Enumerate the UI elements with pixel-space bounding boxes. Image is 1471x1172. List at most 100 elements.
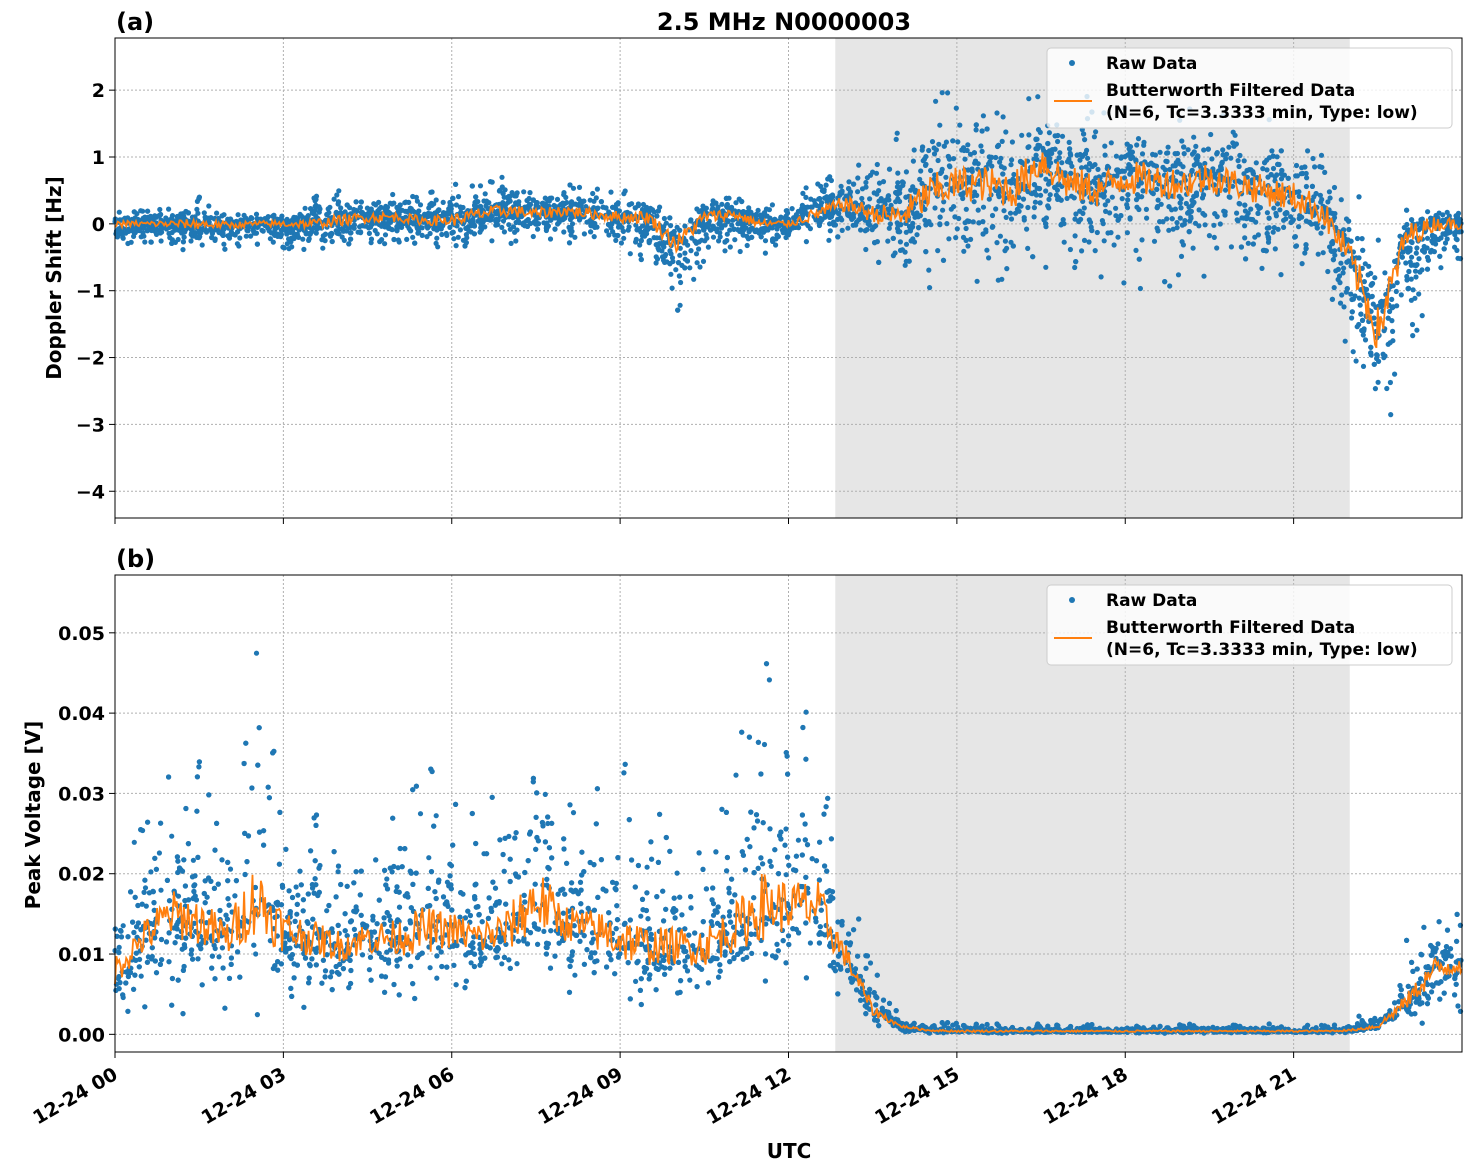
raw-data-point [978,143,984,149]
raw-data-point [879,198,885,204]
raw-data-point [1188,214,1194,220]
raw-data-point [138,234,144,240]
raw-data-point [927,285,933,291]
raw-data-point [1121,280,1127,286]
raw-data-point [1205,146,1211,152]
raw-data-point [131,209,137,215]
raw-data-point [1037,129,1043,135]
raw-data-point [156,213,162,219]
raw-data-point [1322,169,1328,175]
raw-data-point [453,243,459,249]
raw-data-point [458,205,464,211]
raw-data-point [824,194,830,200]
raw-data-point [530,233,536,240]
raw-data-point [1278,272,1284,278]
raw-data-point [627,251,633,257]
raw-data-point [1092,248,1098,254]
raw-data-point [979,148,985,154]
raw-data-point [382,232,389,238]
raw-data-point [661,224,667,230]
raw-data-point [391,236,397,243]
raw-data-point [427,230,433,237]
raw-data-point [668,271,674,277]
raw-data-point [1212,211,1218,217]
raw-data-point [953,235,959,241]
raw-data-point [1344,286,1350,292]
raw-data-point [1406,268,1412,275]
raw-data-point [979,128,985,134]
raw-data-point [1124,230,1130,236]
raw-data-point [1360,363,1367,369]
raw-data-point [762,238,769,244]
raw-data-point [1329,248,1335,254]
raw-data-point [864,227,870,233]
raw-data-point [980,204,987,210]
raw-data-point [789,206,795,212]
raw-data-point [1126,146,1132,152]
raw-data-point [1361,326,1367,332]
raw-data-point [484,198,490,204]
raw-data-point [1082,137,1088,143]
raw-data-point [166,206,172,212]
raw-data-point [855,175,861,181]
raw-data-point [668,223,674,229]
raw-data-point [298,213,304,219]
raw-data-point [846,186,852,192]
raw-data-point [1346,226,1352,233]
raw-data-point [880,179,887,185]
raw-data-point [567,182,573,188]
raw-data-point [1067,146,1073,152]
raw-data-point [1043,176,1049,182]
raw-data-point [376,206,382,212]
y-axis-label-a: Doppler Shift [Hz] [42,176,66,380]
raw-data-point [975,207,981,213]
raw-data-point [613,237,619,243]
raw-data-point [1368,350,1374,356]
raw-data-point [1359,236,1365,242]
x-axis-label: UTC [767,1139,812,1163]
raw-data-point [937,122,943,128]
raw-data-point [435,207,442,213]
raw-data-point [946,163,953,169]
raw-data-point [856,162,862,168]
raw-data-point [922,206,928,212]
raw-data-point [348,236,354,242]
raw-data-point [696,246,702,252]
raw-data-point [1113,205,1119,211]
raw-data-point [1329,210,1335,216]
raw-data-point [1348,291,1354,297]
raw-data-point [638,238,644,244]
raw-data-point [615,201,621,207]
raw-data-point [419,225,425,231]
raw-data-point [1025,245,1031,251]
raw-data-point [447,224,453,230]
raw-data-point [770,236,776,243]
raw-data-point [1001,208,1007,214]
y-tick-label: 0.05 [58,623,105,645]
raw-data-point [246,224,252,230]
raw-data-point [1026,132,1032,138]
raw-data-point [740,232,746,238]
y-tick-label: −3 [76,414,105,436]
raw-data-point [1177,200,1183,206]
raw-data-point [864,175,871,181]
raw-data-point [1072,264,1078,271]
raw-data-point [1278,176,1285,182]
raw-data-point [1277,207,1283,213]
raw-data-point [1081,205,1087,211]
raw-data-point [390,191,396,198]
raw-data-point [1382,270,1388,276]
raw-data-point [1302,250,1308,256]
raw-data-point [703,232,709,238]
raw-data-point [1407,259,1413,265]
raw-data-point [1045,140,1051,147]
raw-data-point [493,218,499,224]
raw-data-point [440,210,447,216]
raw-data-point [159,229,165,235]
raw-data-point [1224,151,1230,157]
raw-data-point [357,204,363,211]
raw-data-point [1255,210,1261,216]
raw-data-point [716,221,722,227]
raw-data-point [1007,210,1014,216]
